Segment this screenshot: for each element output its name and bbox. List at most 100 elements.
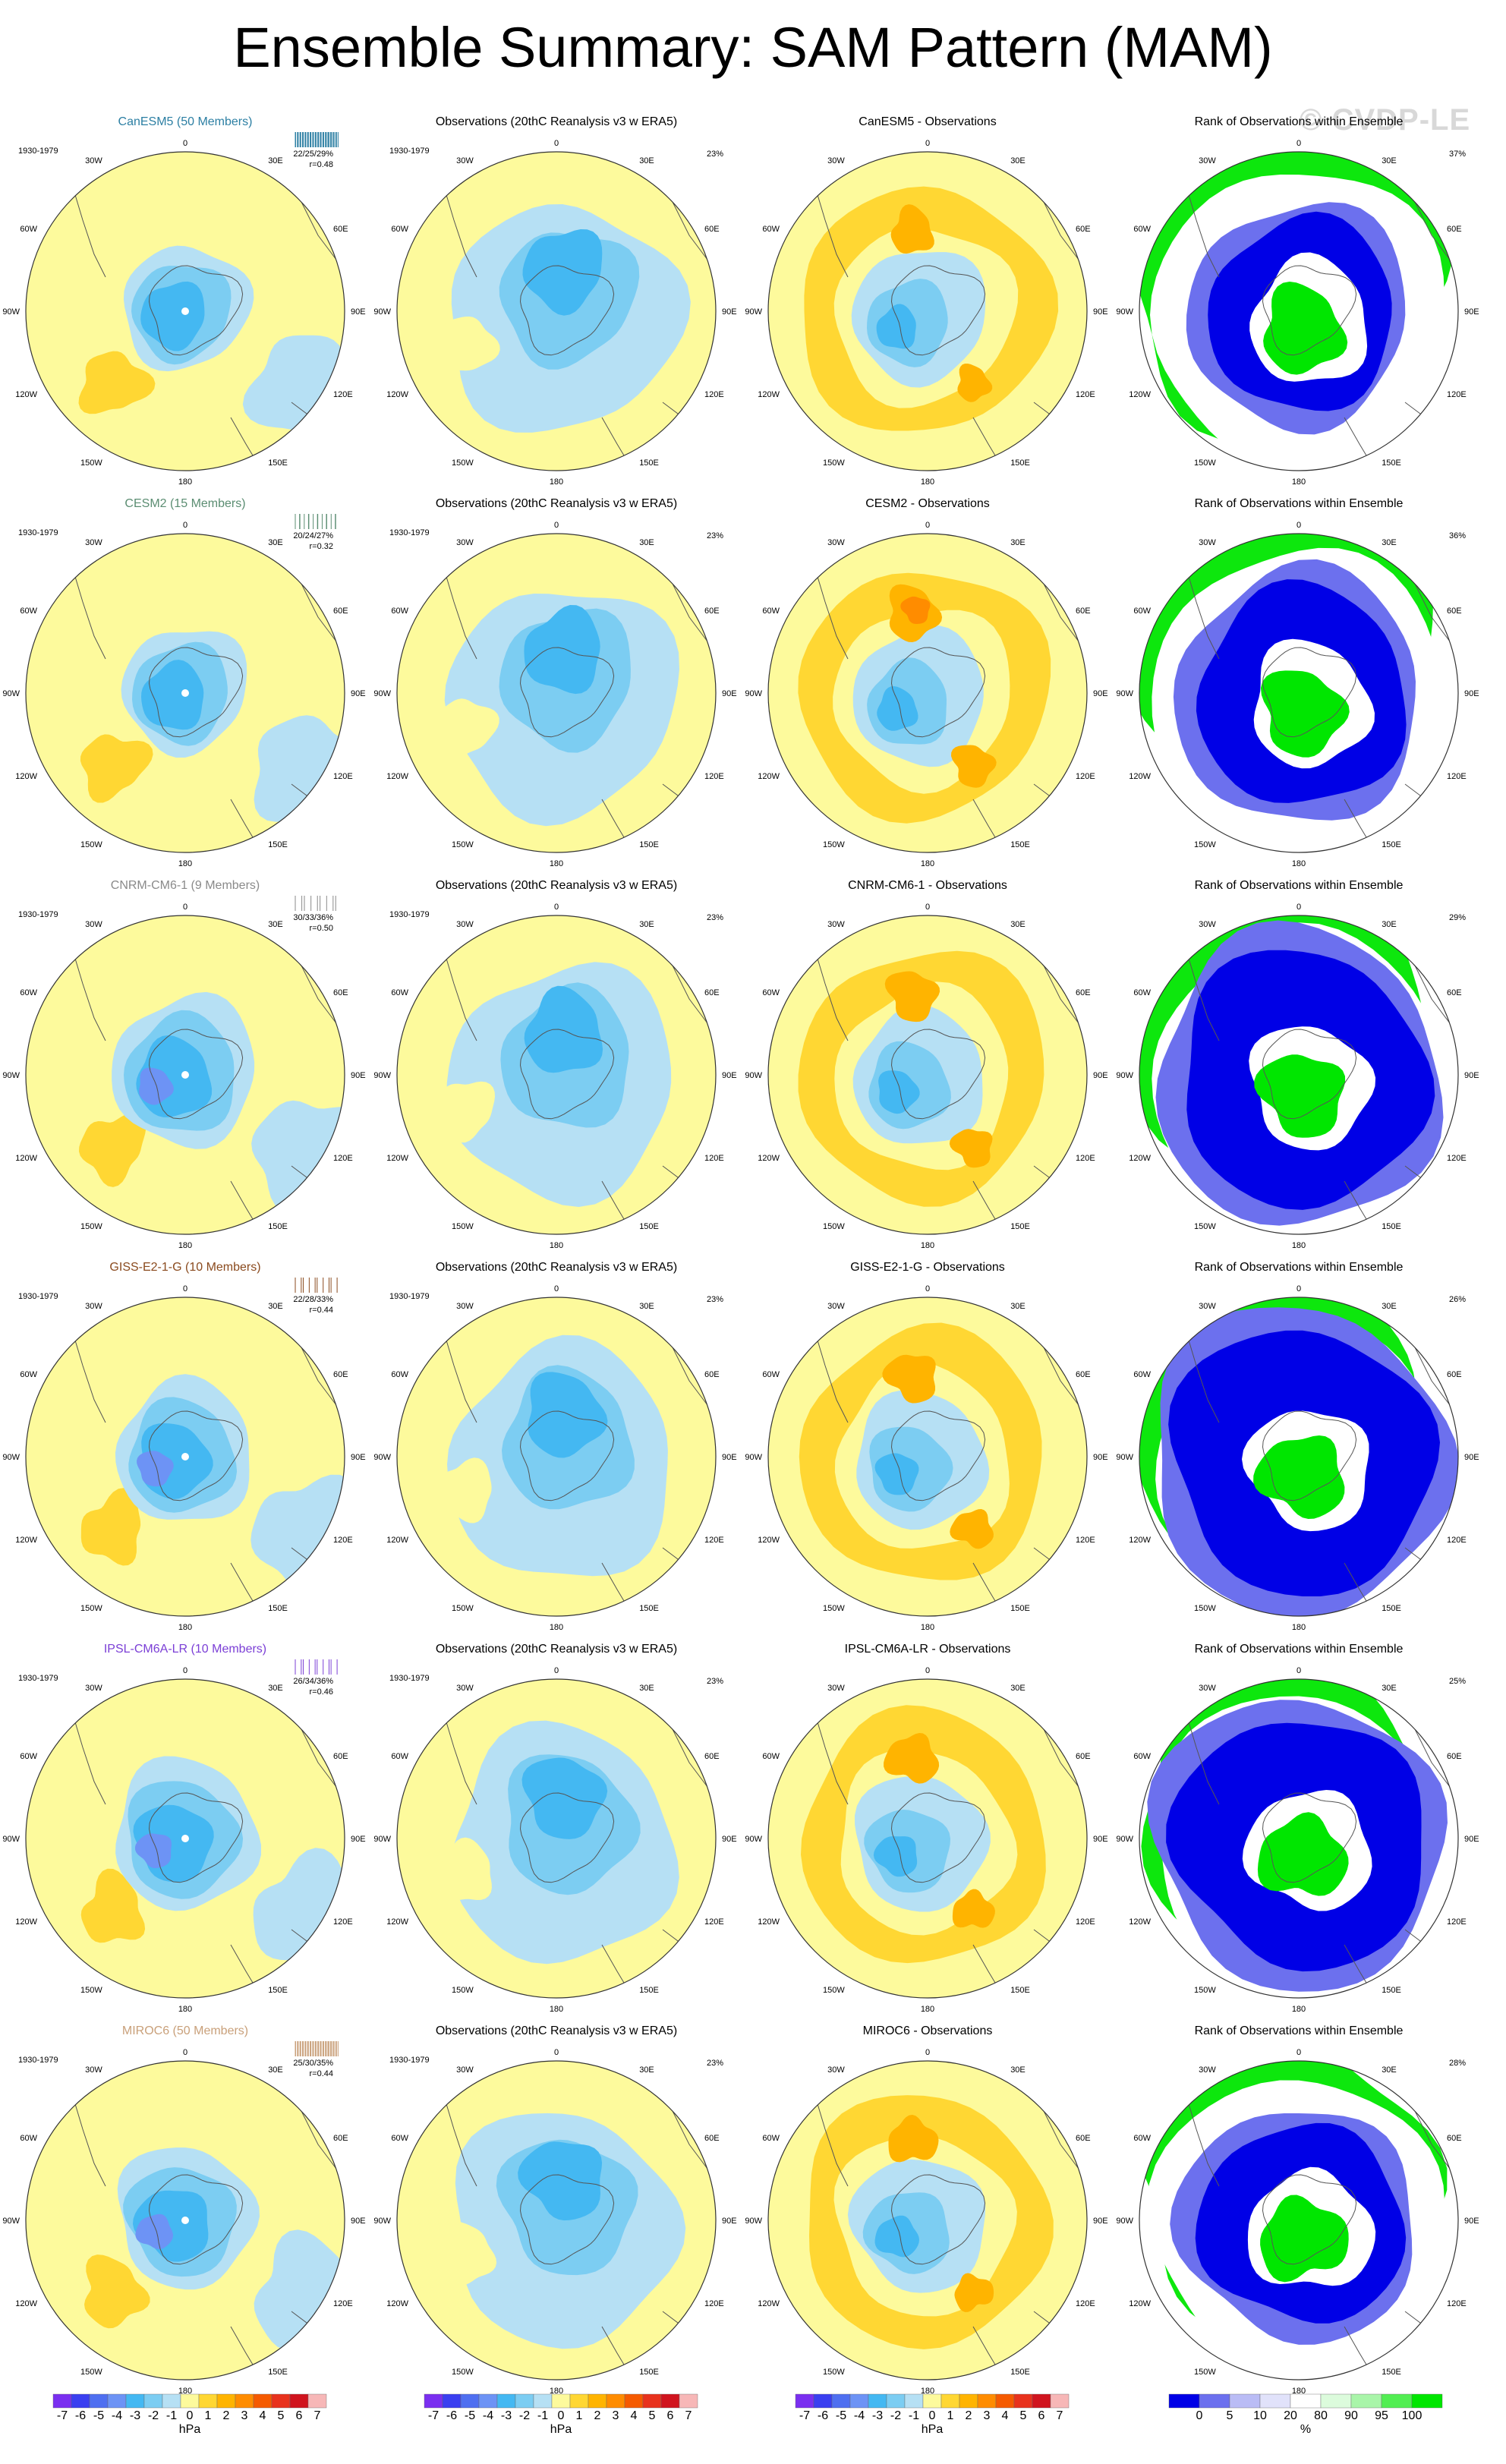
- obs-title: Observations (20thC Reanalysis v3 w ERA5…: [436, 2024, 677, 2037]
- colorbar-swatch: [660, 2393, 680, 2409]
- lon-label: 90W: [2, 2217, 20, 2226]
- lon-label: 120W: [386, 1917, 408, 1927]
- lon-label: 150W: [1194, 1604, 1216, 1613]
- colorbar-tick: 0: [558, 2409, 565, 2422]
- lon-label: 60E: [1447, 225, 1462, 234]
- lon-label: 30E: [639, 538, 654, 547]
- lon-label: 0: [554, 2048, 559, 2057]
- lon-label: 60W: [1133, 225, 1151, 234]
- lon-label: 90W: [1116, 307, 1133, 317]
- lon-label: 30E: [1382, 1302, 1397, 1311]
- anomaly-colorbar: -7 -6 -5 -4 -3 -2 -1 0 1 2 3 4 5 6 7 hPa: [795, 2393, 1070, 2436]
- pct-label: 30/33/36%: [293, 913, 333, 922]
- lon-label: 150W: [1194, 1986, 1216, 1995]
- colorbar-swatch: [125, 2393, 145, 2409]
- lon-label: 0: [183, 1284, 187, 1293]
- rank-pct-label: 26%: [1449, 1295, 1466, 1304]
- lon-label: 90E: [1464, 1835, 1479, 1844]
- lon-label: 120W: [386, 772, 408, 781]
- lon-label: 0: [183, 139, 187, 148]
- lon-label: 120W: [1129, 1536, 1151, 1545]
- correlation-label: r=0.44: [310, 2069, 334, 2078]
- map-panel-rank-3: 0 180 30W 30E 60W 60E 90W 90E 120W 120E 150W 150E Ra…: [1116, 1261, 1479, 1632]
- lon-label: 60W: [1133, 607, 1151, 616]
- colorbar-tick: -3: [501, 2409, 512, 2422]
- colorbar-swatch: [253, 2393, 273, 2409]
- map-panel-diff-4: 0 180 30W 30E 60W 60E 90W 90E 120W 120E 150W 150E IP…: [745, 1643, 1107, 2014]
- colorbar-tick: 0: [187, 2409, 194, 2422]
- lon-label: 90W: [1116, 1071, 1133, 1080]
- map-panel-obs-3: 0 180 30W 30E 60W 60E 90W 90E 120W 120E 150W 150E Ob…: [373, 1261, 736, 1632]
- correlation-label: r=0.44: [310, 1306, 334, 1315]
- lon-label: 120E: [1076, 1154, 1095, 1163]
- lon-label: 90W: [373, 307, 391, 317]
- lon-label: 90W: [373, 689, 391, 698]
- obs-pct-label: 23%: [707, 531, 723, 540]
- colorbar-swatch: [71, 2393, 90, 2409]
- colorbar-tick: 2: [223, 2409, 230, 2422]
- lon-label: 30E: [268, 1684, 283, 1693]
- colorbar-swatch: [515, 2393, 534, 2409]
- colorbar-tick: 0: [929, 2409, 936, 2422]
- lon-label: 180: [1292, 859, 1306, 868]
- lon-label: 60E: [1447, 607, 1462, 616]
- lon-label: 150W: [80, 2368, 102, 2377]
- obs-pct-label: 23%: [707, 2059, 723, 2068]
- colorbar-swatch: [795, 2393, 814, 2409]
- lon-label: 180: [921, 1623, 934, 1632]
- lon-label: 30E: [1010, 920, 1026, 929]
- lon-label: 150W: [1194, 840, 1216, 849]
- colorbar-swatch: [1411, 2393, 1443, 2409]
- lon-label: 60E: [704, 1370, 720, 1379]
- colorbar-tick: -5: [465, 2409, 475, 2422]
- lon-label: 30E: [1382, 1684, 1397, 1693]
- colorbar-tick: 5: [1227, 2409, 1233, 2422]
- colorbar-swatch: [551, 2393, 571, 2409]
- map-panel-diff-2: 0 180 30W 30E 60W 60E 90W 90E 120W 120E 150W 150E CN…: [745, 879, 1107, 1250]
- lon-label: 90W: [373, 1071, 391, 1080]
- colorbar-tick: 7: [1057, 2409, 1063, 2422]
- member-tick-strip: [295, 1278, 338, 1293]
- lon-label: 90E: [351, 1453, 366, 1462]
- map-panel-diff-1: 0 180 30W 30E 60W 60E 90W 90E 120W 120E 150W 150E CE…: [745, 497, 1107, 868]
- lon-label: 30W: [827, 538, 845, 547]
- lon-label: 30W: [456, 1302, 474, 1311]
- rank-title: Rank of Observations within Ensemble: [1195, 497, 1404, 510]
- colorbar-tick: 6: [667, 2409, 674, 2422]
- colorbar-tick: 0: [1196, 2409, 1203, 2422]
- colorbar-swatch: [831, 2393, 851, 2409]
- lon-label: 180: [550, 2005, 563, 2014]
- watermark: © CVDP-LE: [1300, 103, 1471, 137]
- map-panel-ens-2: 0 180 30W 30E 60W 60E 90W 90E 120W 120E 150W 150E CN…: [2, 879, 365, 1250]
- lon-label: 120W: [15, 772, 37, 781]
- lon-label: 180: [178, 2005, 192, 2014]
- lon-label: 150W: [80, 1604, 102, 1613]
- lon-label: 0: [1296, 521, 1301, 530]
- obs-title: Observations (20thC Reanalysis v3 w ERA5…: [436, 115, 677, 128]
- lon-label: 180: [550, 859, 563, 868]
- lon-label: 120E: [1447, 1154, 1467, 1163]
- lon-label: 30E: [268, 156, 283, 165]
- lon-label: 180: [921, 1241, 934, 1250]
- lon-label: 120W: [386, 390, 408, 399]
- colorbar-tick: 3: [241, 2409, 248, 2422]
- lon-label: 30W: [456, 2065, 474, 2075]
- colorbar-tick: 4: [260, 2409, 266, 2422]
- lon-label: 0: [925, 1666, 930, 1675]
- lon-label: 30W: [456, 538, 474, 547]
- colorbar-tick: -5: [93, 2409, 104, 2422]
- lon-label: 180: [178, 859, 192, 868]
- lon-label: 60W: [1133, 988, 1151, 997]
- lon-label: 90W: [373, 2217, 391, 2226]
- lon-label: 120E: [333, 772, 353, 781]
- correlation-label: r=0.50: [310, 924, 334, 933]
- lon-label: 120W: [758, 2299, 780, 2308]
- colorbar-tick: 10: [1253, 2409, 1267, 2422]
- lon-label: 60E: [333, 607, 348, 616]
- colorbar-swatch: [143, 2393, 163, 2409]
- period-label: 1930-1979: [389, 147, 430, 156]
- lon-label: 120E: [1447, 390, 1467, 399]
- lon-label: 120W: [758, 390, 780, 399]
- colorbar-swatch: [1320, 2393, 1352, 2409]
- lon-label: 180: [550, 1623, 563, 1632]
